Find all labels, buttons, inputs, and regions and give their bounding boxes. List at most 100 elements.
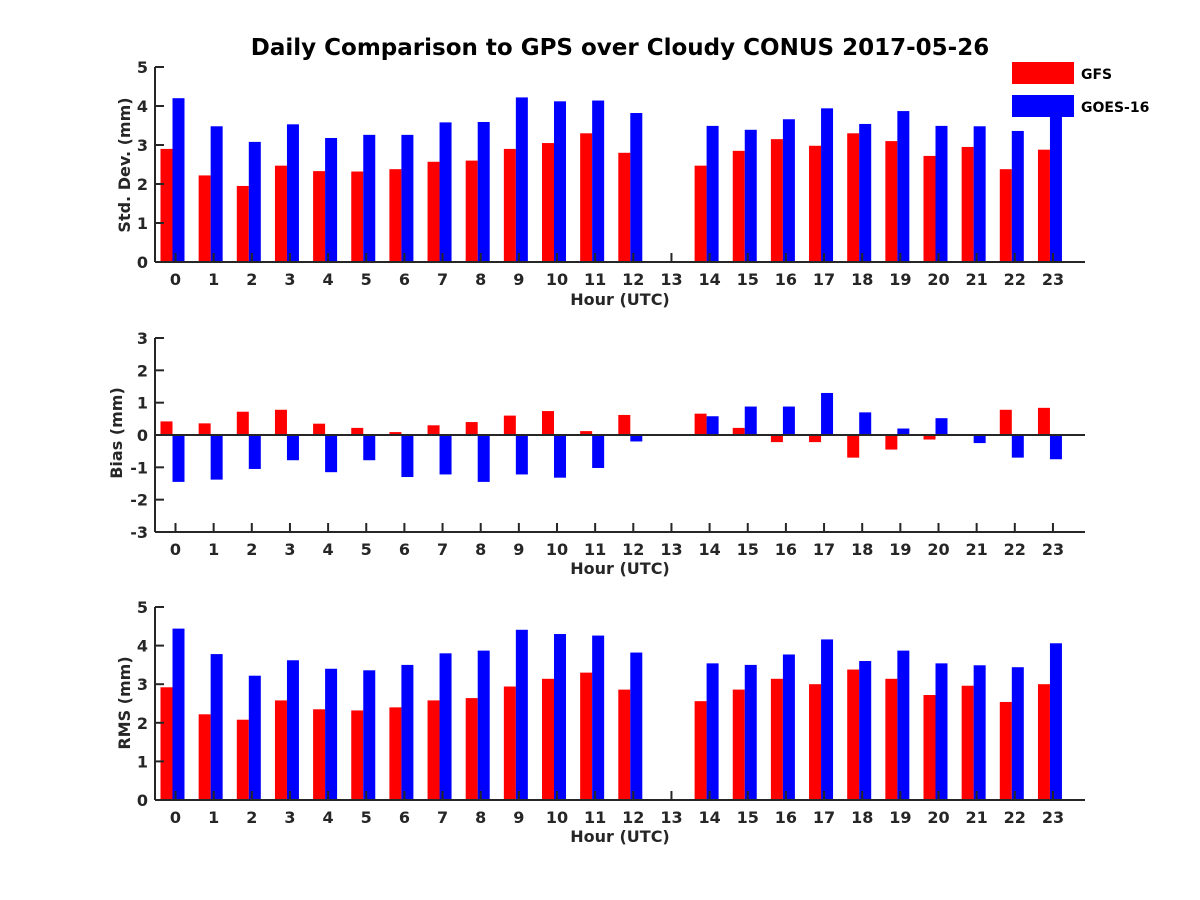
y-tick-label: 1 (137, 752, 148, 771)
bar-goes16-9 (515, 97, 528, 262)
series-gfs (160, 669, 1050, 800)
bar-gfs-14 (694, 413, 707, 435)
bar-gfs-11 (580, 431, 593, 435)
x-tick-label: 6 (399, 270, 410, 289)
x-tick-label: 10 (546, 270, 568, 289)
bar-gfs-22 (999, 701, 1012, 800)
x-tick-label: 15 (737, 808, 759, 827)
bar-goes16-5 (363, 670, 376, 800)
x-tick-label: 2 (246, 540, 257, 559)
series-goes16 (172, 392, 1062, 482)
y-tick-label: 2 (137, 361, 148, 380)
x-tick-label: 19 (889, 270, 911, 289)
chart-title: Daily Comparison to GPS over Cloudy CONU… (251, 35, 989, 61)
bar-gfs-21 (961, 685, 974, 800)
x-tick-label: 9 (513, 540, 524, 559)
bar-goes16-15 (744, 664, 757, 800)
bar-gfs-3 (274, 165, 287, 262)
bar-gfs-9 (503, 686, 516, 800)
bar-gfs-14 (694, 701, 707, 800)
bar-gfs-12 (618, 689, 631, 800)
bar-gfs-17 (809, 435, 822, 443)
bar-gfs-14 (694, 165, 707, 262)
bar-gfs-18 (847, 669, 860, 800)
bar-goes16-20 (935, 418, 948, 435)
y-tick-label: 5 (137, 58, 148, 77)
bar-gfs-20 (923, 695, 936, 800)
x-tick-label: 22 (1004, 270, 1026, 289)
bar-goes16-12 (630, 113, 643, 263)
y-axis-label: Std. Dev. (mm) (115, 97, 134, 232)
bar-goes16-9 (515, 629, 528, 800)
x-tick-label: 0 (170, 270, 181, 289)
x-tick-label: 21 (966, 808, 988, 827)
bar-goes16-3 (286, 660, 299, 800)
bar-gfs-23 (1037, 684, 1050, 800)
bar-gfs-10 (542, 411, 554, 435)
x-tick-label: 9 (513, 270, 524, 289)
bar-goes16-17 (821, 392, 834, 435)
bar-gfs-12 (618, 152, 631, 262)
x-tick-label: 2 (246, 808, 257, 827)
x-tick-label: 3 (284, 270, 295, 289)
bar-gfs-7 (427, 425, 440, 435)
bar-goes16-17 (821, 639, 834, 800)
bar-goes16-3 (286, 124, 299, 262)
bar-goes16-4 (325, 435, 338, 473)
bar-goes16-17 (821, 108, 834, 262)
x-tick-label: 22 (1004, 540, 1026, 559)
bar-gfs-16 (770, 678, 783, 800)
y-tick-label: 1 (137, 214, 148, 233)
series-goes16 (172, 97, 1062, 263)
bar-goes16-23 (1049, 435, 1062, 460)
series-gfs (160, 407, 1050, 458)
bar-goes16-18 (859, 661, 872, 800)
bar-goes16-6 (401, 664, 414, 800)
x-tick-label: 7 (437, 540, 448, 559)
bar-gfs-18 (847, 133, 860, 262)
bar-gfs-4 (313, 709, 326, 800)
bar-goes16-7 (439, 122, 452, 262)
x-tick-label: 17 (813, 808, 835, 827)
bar-gfs-10 (542, 143, 554, 262)
bar-gfs-8 (465, 160, 478, 262)
bar-goes16-14 (706, 663, 719, 800)
y-tick-label: 1 (137, 394, 148, 413)
bar-goes16-15 (744, 406, 757, 435)
x-tick-label: 3 (284, 808, 295, 827)
bar-goes16-10 (554, 634, 566, 800)
x-tick-label: 8 (475, 270, 486, 289)
x-tick-label: 11 (584, 808, 606, 827)
series-gfs (160, 133, 1050, 262)
bar-gfs-15 (732, 427, 745, 435)
y-tick-label: -3 (130, 523, 148, 542)
bar-gfs-6 (389, 432, 402, 435)
bar-goes16-22 (1011, 130, 1024, 262)
bar-gfs-8 (465, 422, 478, 435)
x-tick-label: 21 (966, 540, 988, 559)
bar-goes16-1 (210, 126, 223, 262)
bar-goes16-8 (477, 121, 490, 263)
bar-gfs-19 (885, 141, 898, 262)
x-tick-label: 23 (1042, 540, 1064, 559)
x-tick-label: 16 (775, 270, 797, 289)
bar-goes16-6 (401, 435, 414, 478)
bar-goes16-16 (782, 119, 795, 262)
legend-label-goes16: GOES-16 (1081, 100, 1149, 116)
x-tick-label: 6 (399, 540, 410, 559)
bar-goes16-2 (248, 675, 261, 800)
x-tick-label: 18 (851, 808, 873, 827)
x-tick-label: 13 (660, 270, 682, 289)
bar-goes16-0 (172, 435, 185, 482)
x-tick-label: 10 (546, 540, 568, 559)
x-tick-label: 8 (475, 540, 486, 559)
bar-goes16-10 (554, 435, 566, 478)
bar-goes16-21 (973, 126, 986, 262)
x-tick-label: 10 (546, 808, 568, 827)
bar-gfs-0 (160, 148, 173, 262)
bar-goes16-21 (973, 435, 986, 444)
bar-goes16-11 (592, 435, 605, 468)
bar-gfs-19 (885, 435, 898, 450)
bar-goes16-22 (1011, 435, 1024, 458)
